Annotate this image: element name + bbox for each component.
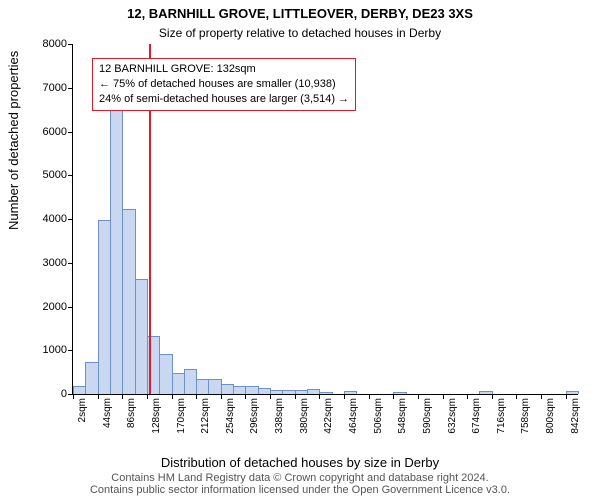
x-tick-mark bbox=[221, 394, 222, 399]
y-tick-label: 5000 bbox=[43, 169, 67, 181]
histogram-bar bbox=[307, 389, 320, 394]
y-tick-mark bbox=[68, 88, 73, 89]
x-tick-mark bbox=[566, 394, 567, 399]
y-tick-mark bbox=[68, 263, 73, 264]
chart-subtitle: Size of property relative to detached ho… bbox=[0, 26, 600, 40]
x-tick-mark bbox=[196, 394, 197, 399]
y-tick-mark bbox=[68, 350, 73, 351]
histogram-bar bbox=[245, 386, 258, 394]
x-tick-mark bbox=[492, 394, 493, 399]
y-tick-label: 0 bbox=[61, 388, 67, 400]
x-tick-label: 128sqm bbox=[151, 398, 162, 434]
x-tick-mark bbox=[319, 394, 320, 399]
histogram-bar bbox=[479, 391, 492, 394]
y-tick-label: 2000 bbox=[43, 301, 67, 313]
x-tick-mark bbox=[270, 394, 271, 399]
histogram-bar bbox=[159, 354, 172, 394]
x-tick-label: 842sqm bbox=[570, 398, 581, 434]
histogram-bar bbox=[73, 386, 86, 394]
x-tick-mark bbox=[245, 394, 246, 399]
histogram-bar bbox=[566, 391, 579, 394]
x-tick-label: 464sqm bbox=[348, 398, 359, 434]
x-tick-mark bbox=[369, 394, 370, 399]
y-tick-mark bbox=[68, 132, 73, 133]
x-tick-label: 422sqm bbox=[323, 398, 334, 434]
y-axis-label: Number of detached properties bbox=[6, 51, 21, 230]
chart-footer: Contains HM Land Registry data © Crown c… bbox=[0, 472, 600, 496]
footer-line-1: Contains HM Land Registry data © Crown c… bbox=[0, 472, 600, 484]
histogram-bar bbox=[233, 386, 246, 394]
x-tick-label: 590sqm bbox=[422, 398, 433, 434]
y-tick-label: 8000 bbox=[43, 38, 67, 50]
y-tick-mark bbox=[68, 219, 73, 220]
x-tick-mark bbox=[172, 394, 173, 399]
histogram-bar bbox=[122, 209, 135, 394]
x-tick-label: 506sqm bbox=[373, 398, 384, 434]
histogram-bar bbox=[98, 220, 111, 394]
x-tick-label: 632sqm bbox=[447, 398, 458, 434]
y-tick-mark bbox=[68, 307, 73, 308]
x-tick-mark bbox=[73, 394, 74, 399]
x-tick-label: 170sqm bbox=[176, 398, 187, 434]
x-tick-label: 674sqm bbox=[471, 398, 482, 434]
x-tick-label: 800sqm bbox=[545, 398, 556, 434]
x-tick-label: 296sqm bbox=[249, 398, 260, 434]
annotation-line-1: 12 BARNHILL GROVE: 132sqm bbox=[99, 62, 349, 77]
footer-line-2: Contains public sector information licen… bbox=[0, 484, 600, 496]
x-tick-mark bbox=[147, 394, 148, 399]
x-tick-label: 254sqm bbox=[225, 398, 236, 434]
x-axis-label: Distribution of detached houses by size … bbox=[0, 455, 600, 470]
chart-container: 12, BARNHILL GROVE, LITTLEOVER, DERBY, D… bbox=[0, 0, 600, 500]
histogram-bar bbox=[135, 279, 148, 394]
x-tick-mark bbox=[295, 394, 296, 399]
y-tick-label: 1000 bbox=[43, 344, 67, 356]
y-tick-mark bbox=[68, 175, 73, 176]
annotation-line-3: 24% of semi-detached houses are larger (… bbox=[99, 92, 349, 107]
histogram-bar bbox=[319, 392, 332, 394]
histogram-bar bbox=[172, 373, 185, 394]
x-tick-label: 338sqm bbox=[274, 398, 285, 434]
y-tick-label: 7000 bbox=[43, 82, 67, 94]
x-tick-mark bbox=[418, 394, 419, 399]
y-tick-mark bbox=[68, 44, 73, 45]
y-tick-label: 4000 bbox=[43, 213, 67, 225]
x-tick-label: 2sqm bbox=[77, 398, 88, 422]
x-tick-label: 716sqm bbox=[496, 398, 507, 434]
histogram-bar bbox=[282, 390, 295, 394]
y-tick-label: 6000 bbox=[43, 126, 67, 138]
annotation-line-2: ← 75% of detached houses are smaller (10… bbox=[99, 77, 349, 92]
x-tick-label: 212sqm bbox=[200, 398, 211, 434]
x-tick-mark bbox=[122, 394, 123, 399]
x-tick-label: 86sqm bbox=[126, 398, 137, 428]
x-tick-mark bbox=[393, 394, 394, 399]
histogram-bar bbox=[295, 390, 308, 394]
x-tick-label: 548sqm bbox=[397, 398, 408, 434]
histogram-bar bbox=[270, 390, 283, 394]
histogram-bar bbox=[258, 388, 271, 394]
histogram-bar bbox=[184, 369, 197, 394]
chart-title: 12, BARNHILL GROVE, LITTLEOVER, DERBY, D… bbox=[0, 6, 600, 21]
histogram-bar bbox=[393, 392, 406, 394]
x-tick-mark bbox=[344, 394, 345, 399]
x-tick-mark bbox=[516, 394, 517, 399]
histogram-bar bbox=[196, 379, 209, 394]
histogram-bar bbox=[221, 384, 234, 394]
x-tick-label: 380sqm bbox=[299, 398, 310, 434]
histogram-bar bbox=[85, 362, 98, 394]
x-tick-mark bbox=[98, 394, 99, 399]
x-tick-mark bbox=[443, 394, 444, 399]
histogram-bar bbox=[344, 391, 357, 394]
x-tick-label: 44sqm bbox=[102, 398, 113, 428]
y-tick-label: 3000 bbox=[43, 257, 67, 269]
histogram-bar bbox=[110, 89, 123, 394]
x-tick-mark bbox=[467, 394, 468, 399]
x-tick-label: 758sqm bbox=[520, 398, 531, 434]
x-tick-mark bbox=[541, 394, 542, 399]
histogram-bar bbox=[208, 379, 221, 394]
annotation-box: 12 BARNHILL GROVE: 132sqm ← 75% of detac… bbox=[92, 58, 356, 111]
